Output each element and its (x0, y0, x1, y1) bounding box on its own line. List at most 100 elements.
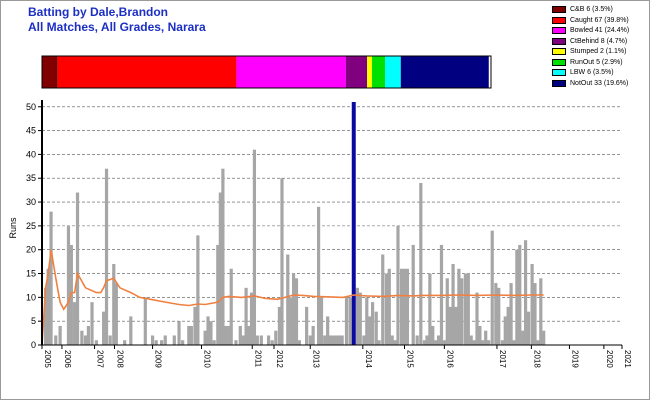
bar (451, 264, 455, 345)
bar (463, 273, 467, 345)
legend-label: Caught 67 (39.8%) (570, 16, 629, 24)
bar (348, 297, 352, 345)
bar (212, 340, 216, 345)
bar (206, 316, 210, 345)
legend-label: Stumped 2 (1.1%) (570, 48, 627, 55)
x-tick-label: 2018 (532, 350, 541, 368)
bar (457, 268, 461, 345)
bar (542, 330, 546, 345)
bar (526, 311, 531, 345)
average-polyline (41, 249, 544, 346)
y-tick-label: 5 (31, 316, 36, 326)
bar (316, 206, 321, 345)
bar (277, 306, 282, 345)
bar (337, 335, 341, 345)
x-tick-label: 2007 (96, 350, 105, 368)
bar (94, 340, 98, 345)
bar (536, 340, 540, 345)
legend-item: Stumped 2 (1.1%) (552, 47, 648, 58)
x-tick-label: 2020 (605, 350, 614, 368)
y-tick-label: 15 (26, 269, 36, 279)
bar (102, 311, 106, 345)
bar (209, 321, 213, 345)
x-tick-label: 2013 (311, 350, 320, 368)
bar (193, 306, 197, 345)
bar (328, 335, 333, 345)
bar (244, 287, 248, 345)
bar (436, 335, 441, 345)
bar (238, 325, 242, 345)
bar (49, 211, 53, 345)
bar (515, 249, 519, 345)
bar (319, 297, 324, 345)
bar (497, 287, 501, 345)
bar (229, 268, 233, 345)
bar (66, 225, 71, 345)
bar (311, 325, 315, 345)
dismissal-segment (385, 56, 401, 88)
bar (384, 273, 388, 345)
legend-swatch (552, 79, 566, 87)
bar (371, 302, 375, 345)
x-tick-label: 2008 (116, 350, 125, 368)
dismissal-segment (400, 56, 489, 88)
bar (390, 335, 394, 345)
y-tick-label: 45 (26, 126, 36, 136)
bar (484, 330, 488, 345)
x-tick-label: 2015 (406, 350, 415, 368)
bar (227, 325, 231, 345)
legend-label: RunOut 5 (2.9%) (570, 58, 623, 66)
bar (274, 330, 278, 345)
bar (73, 302, 77, 345)
bar (249, 292, 254, 345)
bar (472, 340, 476, 345)
bar (374, 311, 378, 345)
bar (358, 292, 362, 345)
axes (41, 100, 623, 349)
bar (478, 325, 482, 345)
bar (247, 325, 251, 345)
legend-swatch (552, 27, 566, 34)
bar (509, 283, 513, 345)
bar (234, 340, 238, 345)
y-tick-label: 30 (26, 197, 36, 207)
bar (252, 149, 257, 345)
bar (402, 268, 407, 345)
x-tick-label: 2019 (570, 350, 579, 368)
bar (54, 335, 58, 345)
bar (387, 268, 391, 345)
bar (241, 335, 245, 345)
x-tick-label: 2011 (253, 350, 262, 368)
x-tick-label: 2012 (275, 350, 284, 368)
y-tick-labels: 0 5 10 15 20 25 30 35 40 45 50 (26, 102, 36, 350)
y-tick-label: 50 (26, 102, 36, 112)
bar (224, 325, 228, 345)
legend-item: Caught 67 (39.8%) (552, 16, 648, 27)
bar (75, 192, 80, 345)
bar (104, 168, 109, 345)
bar (445, 278, 449, 345)
bar (90, 302, 94, 345)
y-tick-label: 25 (26, 221, 36, 231)
bar (428, 273, 432, 345)
bar (181, 340, 185, 345)
bar (297, 340, 301, 345)
bar (539, 278, 543, 345)
bar (44, 287, 48, 345)
bar (393, 340, 397, 345)
grid-lines (38, 106, 622, 346)
bar (86, 325, 90, 345)
legend-label: Bowled 41 (24.4%) (570, 27, 630, 34)
legend-swatch (552, 69, 566, 76)
bar (308, 335, 312, 345)
x-tick-label: 2021 (623, 350, 632, 368)
bar (280, 178, 284, 345)
x-tick-label: 2006 (63, 350, 72, 368)
bar (286, 254, 290, 345)
bar (377, 340, 381, 345)
y-tick-label: 35 (26, 173, 36, 183)
legend-item: LBW 6 (3.5%) (552, 68, 648, 79)
bar (305, 306, 309, 345)
legend-label: NotOut 33 (19.6%) (570, 79, 629, 87)
bar (291, 273, 296, 345)
